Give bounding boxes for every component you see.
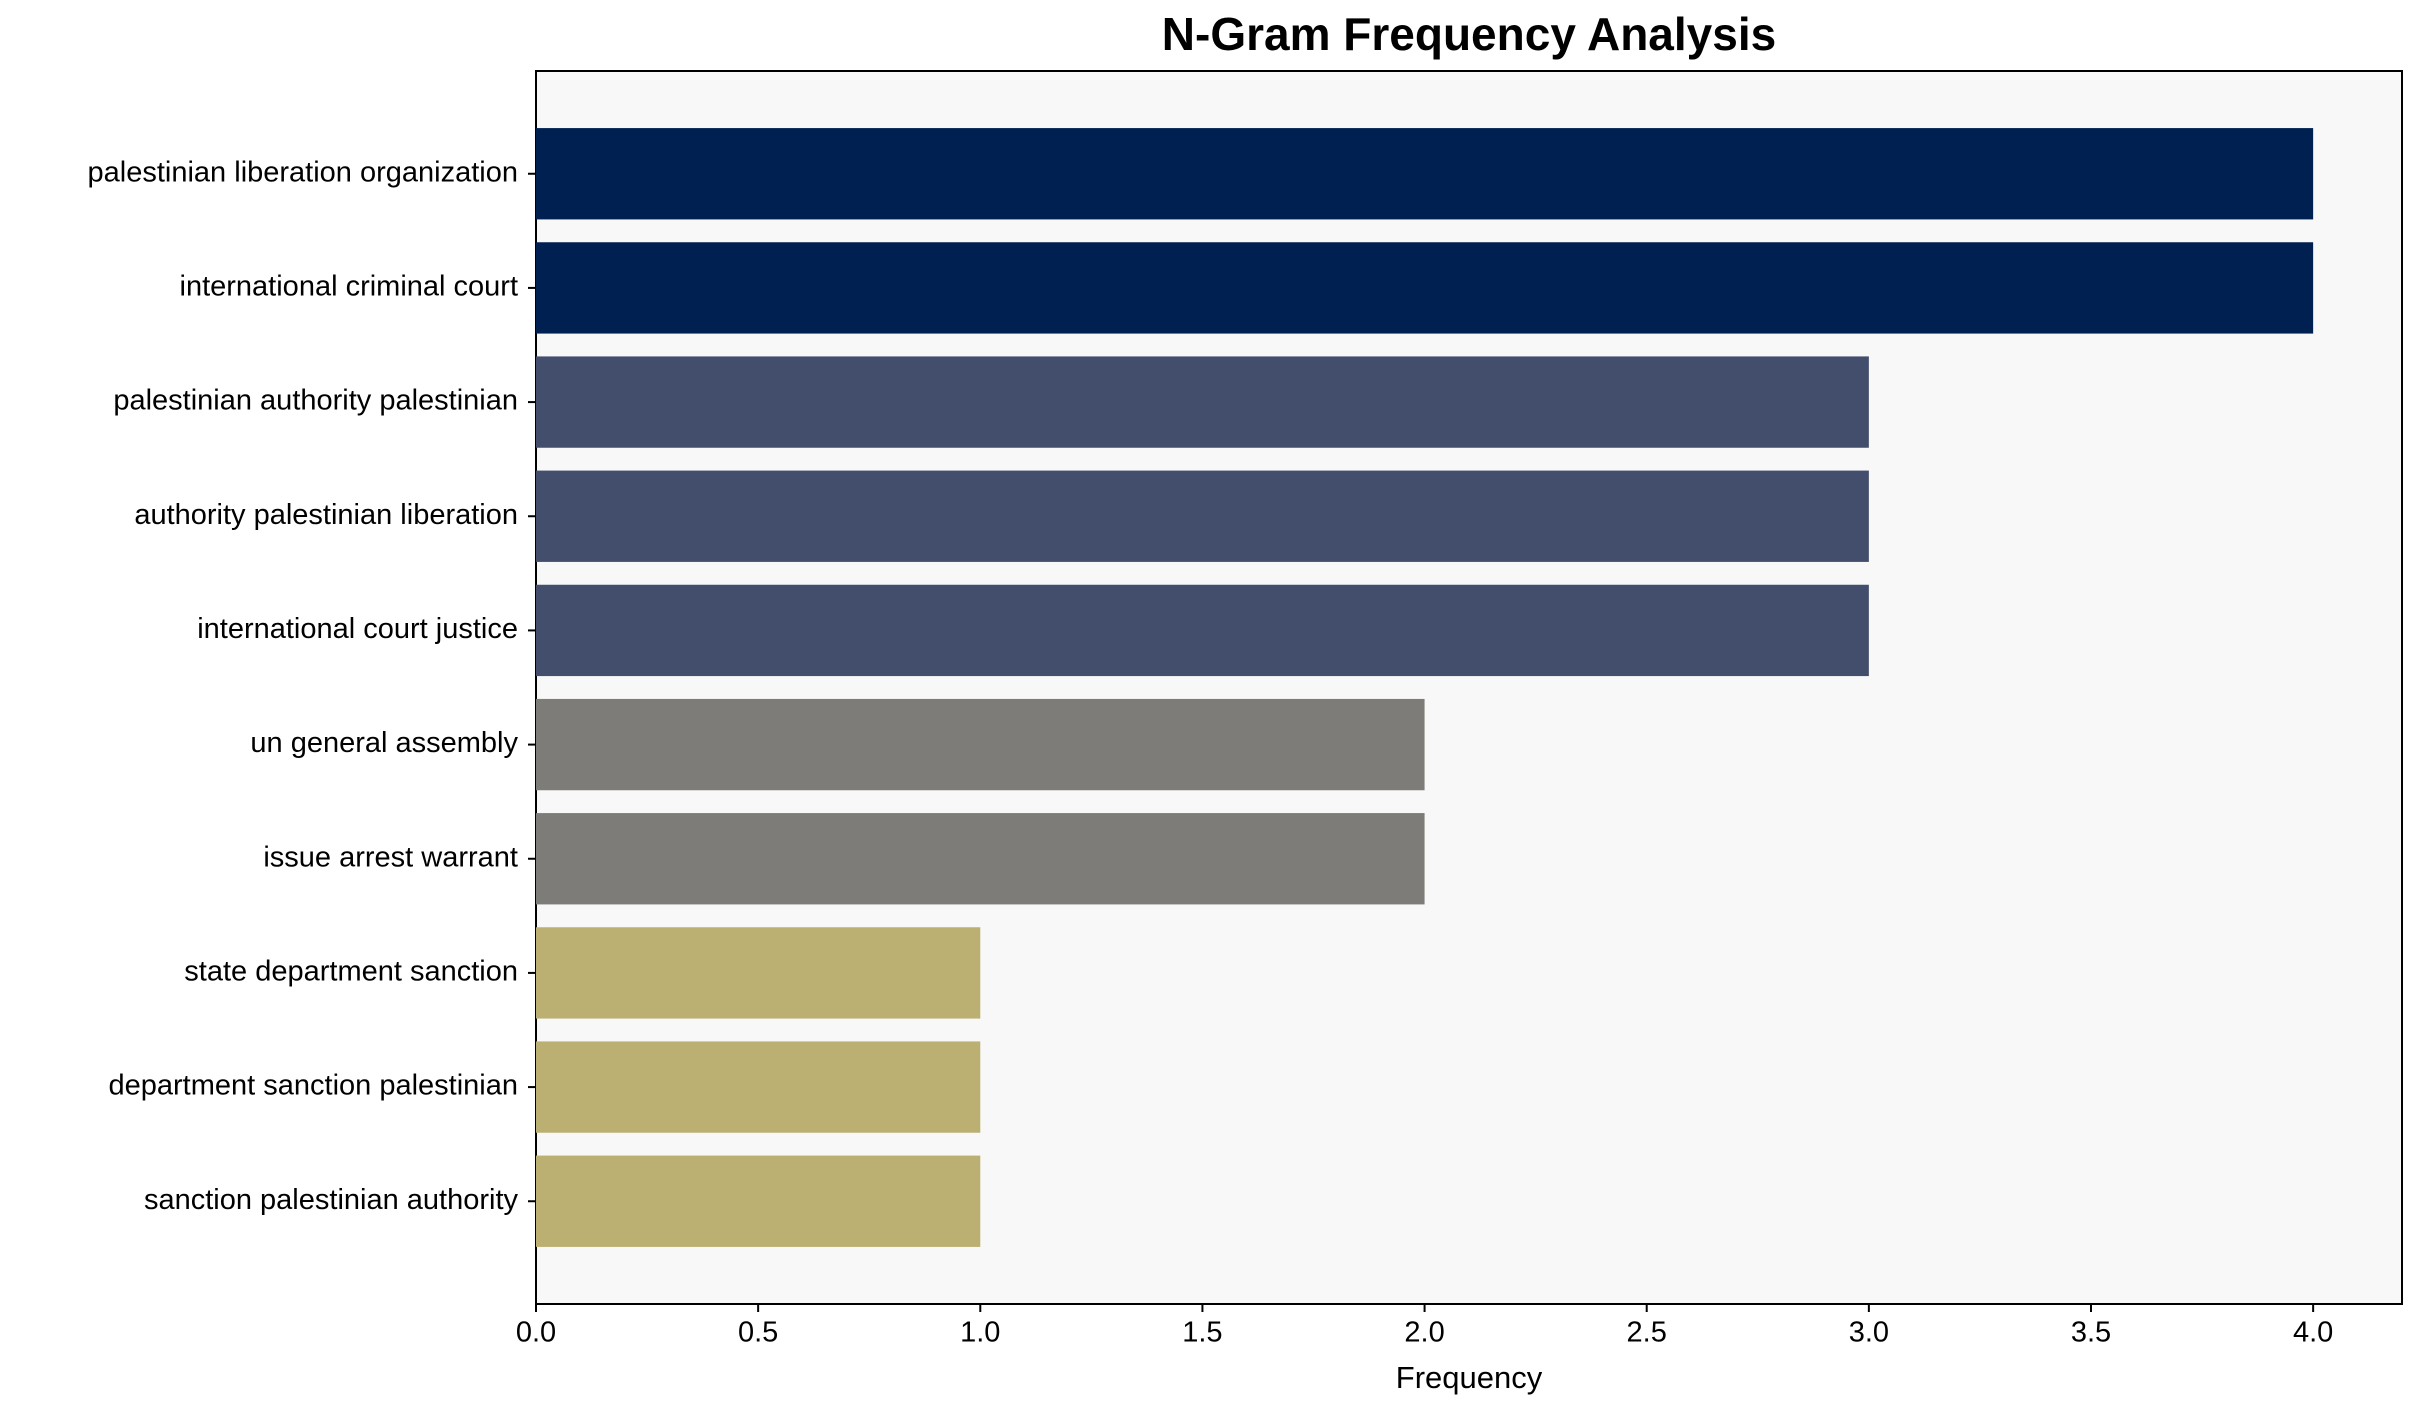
bar (536, 698, 1425, 791)
y-tick-label: sanction palestinian authority (144, 1184, 519, 1216)
chart-title: N-Gram Frequency Analysis (1162, 8, 1776, 60)
y-tick-label: palestinian liberation organization (88, 156, 518, 188)
y-tick-label: authority palestinian liberation (134, 499, 518, 531)
bar (536, 356, 1869, 448)
x-axis-label: Frequency (1396, 1360, 1543, 1395)
x-tick-label: 2.0 (1404, 1317, 1444, 1349)
x-tick-label: 1.0 (960, 1317, 1000, 1349)
x-tick-label: 3.5 (2071, 1317, 2111, 1349)
x-tick-label: 2.5 (1627, 1317, 1667, 1349)
bar (536, 813, 1425, 905)
y-tick-label: issue arrest warrant (263, 841, 518, 873)
bar (536, 470, 1869, 562)
x-tick-label: 1.5 (1182, 1317, 1222, 1349)
y-tick-label: un general assembly (250, 727, 518, 759)
bar (536, 584, 1869, 677)
bar (536, 242, 2314, 334)
bar (536, 128, 2314, 220)
x-tick-label: 3.0 (1849, 1317, 1889, 1349)
y-tick-label: state department sanction (184, 956, 518, 988)
y-tick-label: department sanction palestinian (109, 1070, 518, 1102)
y-tick-label: palestinian authority palestinian (113, 385, 518, 417)
bar (536, 1041, 981, 1133)
x-tick-label: 0.5 (738, 1317, 778, 1349)
bar (536, 1155, 981, 1247)
bar (536, 927, 981, 1019)
y-tick-label: international court justice (197, 613, 518, 645)
x-tick-label: 4.0 (2293, 1317, 2333, 1349)
x-tick-label: 0.0 (516, 1317, 556, 1349)
y-tick-label: international criminal court (180, 271, 518, 303)
